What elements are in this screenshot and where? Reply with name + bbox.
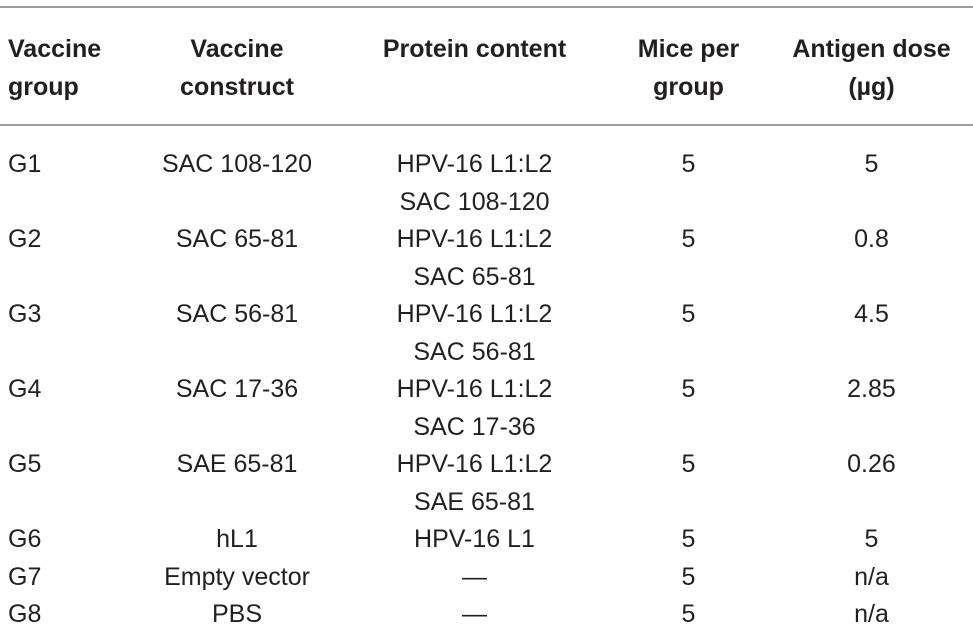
protein-content-line: SAE 65-81 (414, 487, 535, 516)
cell-mice-per-group: 5 (681, 375, 696, 403)
protein-content-line: SAC 56-81 (413, 337, 536, 366)
cell-protein-content: — (342, 596, 607, 634)
cell-mice-per-group: 5 (681, 300, 696, 328)
table-row: G4 SAC 17-36 HPV-16 L1:L2 SAC 17-36 5 2.85 (0, 371, 973, 446)
cell-antigen-dose: 5 (864, 150, 879, 178)
cell-protein-content: — (342, 559, 607, 597)
cell-protein-content: HPV-16 L1:L2 SAC 108-120 (342, 146, 607, 221)
table-header: Vaccine group Vaccine construct Protein … (0, 7, 973, 125)
cell-vaccine-construct: SAC 56-81 (175, 300, 299, 328)
vaccine-table: Vaccine group Vaccine construct Protein … (0, 6, 973, 634)
table-row: G5 SAE 65-81 HPV-16 L1:L2 SAE 65-81 5 0.26 (0, 446, 973, 521)
table-row: G6 hL1 HPV-16 L1 5 5 (0, 521, 973, 559)
table-row: G8 PBS — 5 n/a (0, 596, 973, 634)
cell-protein-content: HPV-16 L1:L2 SAE 65-81 (342, 446, 607, 521)
cell-vaccine-group: G4 (8, 375, 42, 403)
cell-vaccine-group: G7 (8, 562, 42, 591)
cell-vaccine-construct: SAC 17-36 (175, 375, 299, 403)
cell-vaccine-group: G6 (8, 525, 42, 553)
cell-vaccine-construct: hL1 (216, 525, 258, 553)
cell-mice-per-group: 5 (681, 562, 696, 591)
cell-protein-content: HPV-16 L1 (342, 521, 607, 559)
table-body: G1 SAC 108-120 HPV-16 L1:L2 SAC 108-120 5 5 G2… (0, 125, 973, 634)
cell-mice-per-group: 5 (681, 600, 696, 628)
protein-content-line: HPV-16 L1:L2 (396, 375, 553, 403)
protein-content-line: HPV-16 L1:L2 (396, 300, 553, 328)
cell-vaccine-construct: PBS (211, 600, 263, 628)
cell-vaccine-group: G5 (8, 450, 42, 478)
header-vaccine-construct: Vaccine construct (180, 35, 294, 101)
cell-antigen-dose: 0.26 (847, 450, 896, 478)
table-row: G1 SAC 108-120 HPV-16 L1:L2 SAC 108-120 5 5 (0, 146, 973, 221)
cell-vaccine-group: G3 (8, 300, 42, 328)
cell-protein-content: HPV-16 L1:L2 SAC 65-81 (342, 221, 607, 296)
header-vaccine-group: Vaccine group (8, 35, 102, 101)
protein-content-line: SAC 108-120 (399, 187, 550, 216)
cell-antigen-dose: n/a (854, 562, 889, 591)
protein-content-line: SAC 17-36 (413, 412, 536, 441)
protein-content-line: — (462, 600, 487, 628)
protein-content-line: — (462, 562, 487, 591)
protein-content-line: SAC 65-81 (413, 262, 536, 291)
cell-antigen-dose: 0.8 (854, 225, 889, 253)
cell-mice-per-group: 5 (681, 150, 696, 178)
header-row: Vaccine group Vaccine construct Protein … (0, 7, 973, 125)
cell-antigen-dose: 5 (864, 525, 879, 553)
cell-protein-content: HPV-16 L1:L2 SAC 56-81 (342, 296, 607, 371)
cell-mice-per-group: 5 (681, 225, 696, 253)
protein-content-line: HPV-16 L1:L2 (396, 450, 553, 478)
cell-protein-content: HPV-16 L1:L2 SAC 17-36 (342, 371, 607, 446)
protein-content-line: HPV-16 L1:L2 (396, 150, 553, 178)
cell-vaccine-construct: SAC 65-81 (175, 225, 299, 253)
cell-vaccine-group: G8 (8, 600, 42, 628)
table-figure: Vaccine group Vaccine construct Protein … (0, 7, 973, 628)
protein-content-line: HPV-16 L1 (414, 525, 535, 553)
header-protein-content: Protein content (382, 35, 567, 63)
cell-mice-per-group: 5 (681, 450, 696, 478)
cell-antigen-dose: n/a (854, 600, 889, 628)
cell-antigen-dose: 2.85 (847, 375, 896, 403)
cell-antigen-dose: 4.5 (854, 300, 889, 328)
header-antigen-dose: Antigen dose (µg) (792, 35, 951, 101)
cell-vaccine-group: G2 (8, 225, 42, 253)
cell-vaccine-construct: Empty vector (164, 562, 310, 591)
cell-vaccine-construct: SAE 65-81 (176, 450, 298, 478)
table-row: G2 SAC 65-81 HPV-16 L1:L2 SAC 65-81 5 0.8 (0, 221, 973, 296)
header-mice-per-group: Mice per group (637, 35, 740, 101)
cell-mice-per-group: 5 (681, 525, 696, 553)
table-row: G7 Empty vector — 5 n/a (0, 559, 973, 597)
spacer-row (0, 125, 973, 146)
cell-vaccine-group: G1 (8, 150, 42, 178)
table-row: G3 SAC 56-81 HPV-16 L1:L2 SAC 56-81 5 4.5 (0, 296, 973, 371)
protein-content-line: HPV-16 L1:L2 (396, 225, 553, 253)
cell-vaccine-construct: SAC 108-120 (161, 150, 313, 178)
